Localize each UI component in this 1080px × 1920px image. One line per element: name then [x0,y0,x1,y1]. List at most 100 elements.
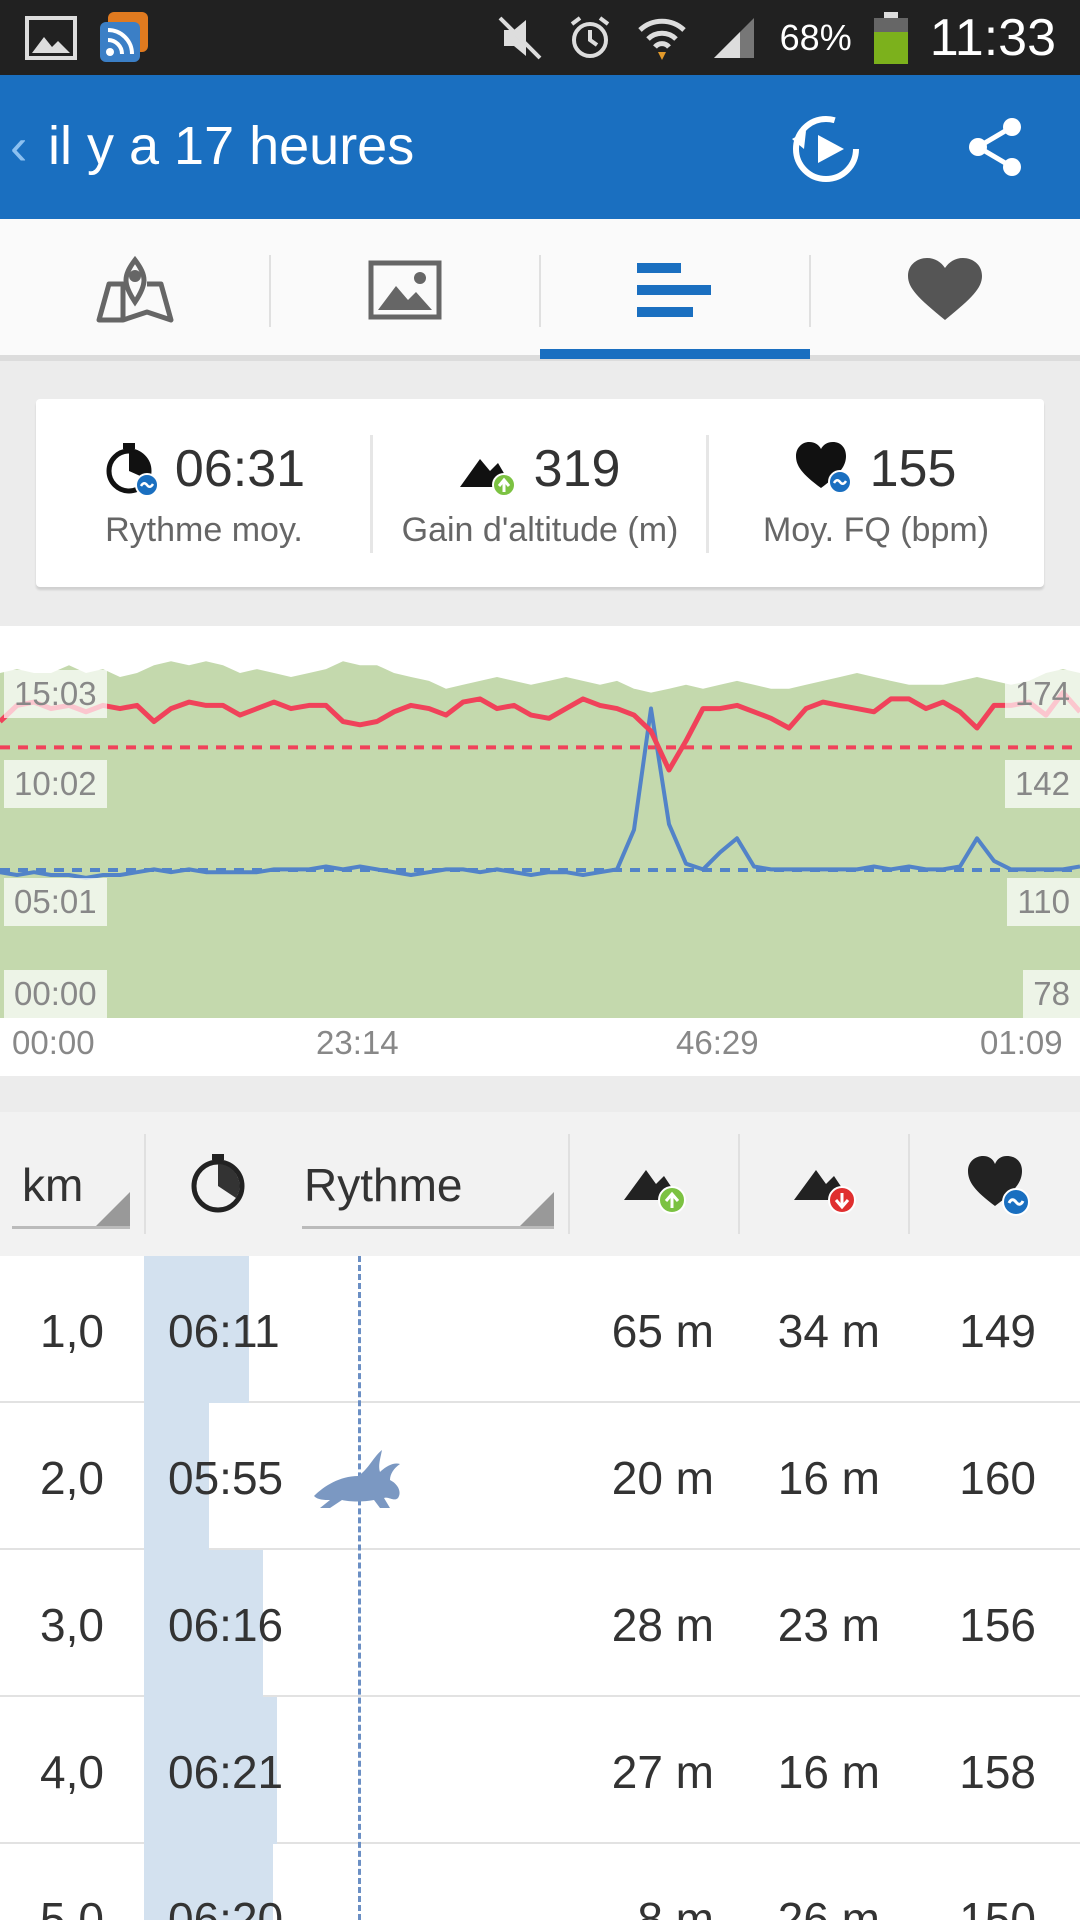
elevation-gain-label: Gain d'altitude (m) [401,511,679,549]
hr-cell: 160 [959,1452,1036,1504]
elevation-gain-stat: 319 Gain d'altitude (m) [372,399,708,587]
km-cell: 5,0 [40,1893,104,1920]
loss-cell: 23 m [777,1599,880,1651]
heart-icon [908,258,982,320]
pace-bar [144,1550,263,1697]
avg-heart-rate-value: 155 [869,440,957,498]
pace-bar [144,1256,249,1403]
status-time: 11:33 [929,8,1056,67]
tab-photos[interactable] [270,219,540,361]
metric-dropdown-arrow[interactable] [520,1192,554,1226]
tab-separator [539,255,541,327]
x-tick: 23:14 [316,1024,399,1061]
pace-series-line [0,706,1080,880]
summary-card: 06:31 Rythme moy. 319 Gain d'altitude (m… [36,399,1044,587]
avg-heart-rate-stat: 155 Moy. FQ (bpm) [708,399,1044,587]
status-bar: 68% 11:33 [0,0,1080,75]
avg-pace-reference-line [358,1256,361,1920]
loss-cell: 26 m [777,1893,880,1920]
table-row[interactable]: 4,0 06:21 27 m 16 m 158 [0,1697,1080,1844]
metric-dropdown-underline [302,1226,554,1229]
mountain-down-icon [794,1170,856,1214]
heart-rate-icon [795,442,852,494]
pace-cell: 06:20 [168,1893,284,1920]
table-row[interactable]: 2,0 05:55 20 m 16 m 160 [0,1403,1080,1550]
table-row[interactable]: 3,0 06:16 28 m 23 m 156 [0,1550,1080,1697]
gain-cell: 20 m [611,1452,714,1504]
summary-separator [370,435,373,553]
loss-cell: 16 m [777,1746,880,1798]
y-left-tick: 00:00 [4,970,107,1018]
header-separator [568,1134,570,1234]
y-right-tick: 110 [1007,878,1080,926]
signal-icon [713,17,754,58]
hr-cell: 158 [959,1746,1036,1798]
heart-rate-series-line [0,690,1080,773]
unit-dropdown-label[interactable]: km [22,1159,84,1211]
mute-icon [498,16,542,59]
header-separator [144,1134,146,1234]
splits-table[interactable]: 1,0 06:11 65 m 34 m 149 2,0 05:55 20 m 1… [0,1256,1080,1920]
tab-selected-indicator [540,349,810,359]
page-title[interactable]: il y a 17 heures [48,116,415,176]
pace-cell: 06:21 [168,1746,284,1798]
activity-chart[interactable]: 15:03 10:02 05:01 00:00 174 142 110 78 0… [0,626,1080,1076]
km-cell: 1,0 [40,1305,104,1357]
hr-cell: 150 [959,1893,1036,1920]
unit-dropdown-arrow[interactable] [96,1192,130,1226]
avg-heart-rate-label: Moy. FQ (bpm) [762,511,990,549]
y-right-tick: 174 [1004,670,1080,718]
chevron-left-icon[interactable]: ‹ [10,118,28,176]
pace-cell: 05:55 [168,1452,284,1504]
elevation-area [0,661,1080,1018]
tab-bar [0,219,1080,361]
gain-cell: 27 m [611,1746,714,1798]
splits-table-header: km Rythme [0,1112,1080,1256]
tab-separator [809,255,811,327]
avg-pace-value: 06:31 [174,440,306,498]
image-icon [368,260,442,320]
avg-pace-label: Rythme moy. [105,511,303,549]
y-right-tick: 142 [1004,760,1080,808]
gallery-icon [25,16,77,60]
header-separator [908,1134,910,1234]
unit-dropdown-underline [12,1226,130,1229]
pace-cell: 06:11 [168,1305,280,1357]
battery-icon [873,11,908,64]
header-separator [738,1134,740,1234]
km-cell: 4,0 [40,1746,104,1798]
stopwatch-icon [191,1154,245,1213]
loss-cell: 16 m [777,1452,880,1504]
elevation-gain-value: 319 [533,440,621,498]
gain-cell: 8 m [637,1893,714,1920]
replay-icon[interactable] [788,111,864,187]
app-bar: ‹ il y a 17 heures [0,75,1080,219]
x-tick: 00:00 [12,1024,95,1061]
stopwatch-icon [106,443,159,497]
share-icon[interactable] [964,115,1028,179]
battery-percent: 68% [779,16,852,58]
table-row[interactable]: 1,0 06:11 65 m 34 m 149 [0,1256,1080,1403]
tab-map[interactable] [0,219,270,361]
pace-bar [144,1403,209,1550]
summary-separator [706,435,709,553]
heart-icon [968,1156,1030,1216]
y-left-tick: 10:02 [4,760,107,808]
wifi-icon [637,18,686,60]
x-tick: 46:29 [676,1024,759,1061]
tab-heart[interactable] [810,219,1080,361]
y-right-tick: 78 [1023,970,1080,1018]
rabbit-icon [314,1450,400,1508]
y-left-tick: 05:01 [4,878,107,926]
metric-dropdown-label[interactable]: Rythme [304,1159,463,1211]
stats-bars-icon [637,263,711,317]
x-tick: 01:09 [980,1024,1063,1061]
mountain-up-icon [624,1170,686,1214]
table-row[interactable]: 5,0 06:20 8 m 26 m 150 [0,1844,1080,1920]
hr-cell: 149 [959,1305,1036,1357]
mountain-up-icon [459,459,516,495]
alarm-icon [570,15,609,58]
pace-cell: 06:16 [168,1599,284,1651]
loss-cell: 34 m [777,1305,880,1357]
tab-stats[interactable] [540,219,810,361]
